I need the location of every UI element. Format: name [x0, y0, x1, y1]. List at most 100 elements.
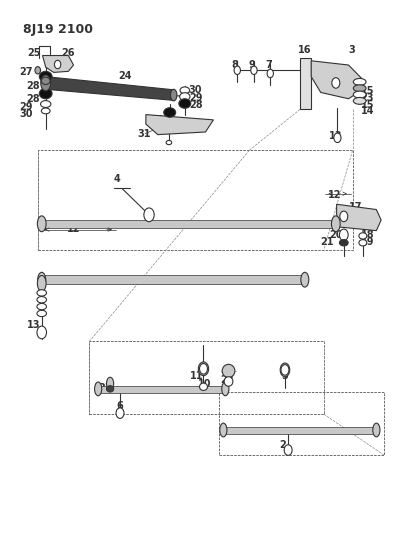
Text: 31: 31 — [137, 128, 151, 139]
Text: 27: 27 — [19, 67, 33, 77]
Text: 29: 29 — [189, 93, 202, 103]
Text: 26: 26 — [62, 48, 75, 58]
Text: 23: 23 — [360, 93, 374, 103]
Text: 18: 18 — [360, 230, 374, 240]
Ellipse shape — [220, 423, 227, 437]
Text: 10: 10 — [198, 379, 212, 389]
Ellipse shape — [180, 93, 190, 101]
Text: 7: 7 — [265, 60, 272, 70]
Polygon shape — [337, 204, 381, 231]
Ellipse shape — [42, 108, 50, 114]
Ellipse shape — [170, 90, 177, 101]
Text: 21: 21 — [321, 237, 334, 247]
Ellipse shape — [301, 272, 309, 287]
Circle shape — [144, 208, 154, 222]
Ellipse shape — [179, 99, 191, 108]
Ellipse shape — [41, 75, 51, 91]
Text: 28: 28 — [26, 80, 39, 91]
Ellipse shape — [106, 377, 114, 390]
Bar — [42, 276, 305, 284]
Text: 28: 28 — [150, 115, 164, 125]
Text: 15: 15 — [360, 100, 374, 110]
Ellipse shape — [37, 303, 46, 310]
Ellipse shape — [164, 108, 176, 117]
Text: 14: 14 — [360, 107, 374, 116]
Text: 21: 21 — [98, 383, 112, 393]
Ellipse shape — [359, 240, 367, 246]
Text: 30: 30 — [19, 109, 33, 118]
Ellipse shape — [353, 85, 366, 92]
Circle shape — [234, 66, 241, 75]
Text: 29: 29 — [19, 102, 33, 112]
Circle shape — [334, 133, 341, 142]
Ellipse shape — [37, 296, 46, 303]
Text: 17: 17 — [349, 203, 362, 213]
Ellipse shape — [95, 382, 102, 395]
Text: 25: 25 — [27, 48, 41, 58]
Bar — [89, 342, 324, 414]
Text: 16: 16 — [298, 45, 311, 55]
Ellipse shape — [353, 98, 366, 104]
Ellipse shape — [166, 140, 172, 144]
Text: 6: 6 — [116, 401, 123, 411]
Text: 12: 12 — [67, 223, 81, 233]
Text: 30: 30 — [189, 85, 202, 95]
Circle shape — [281, 365, 289, 375]
Polygon shape — [146, 115, 214, 135]
Bar — [223, 427, 376, 434]
Ellipse shape — [37, 310, 46, 317]
Ellipse shape — [38, 272, 46, 287]
Text: 22: 22 — [220, 375, 234, 385]
Ellipse shape — [339, 240, 348, 246]
Circle shape — [37, 326, 46, 339]
Circle shape — [332, 78, 340, 88]
Circle shape — [339, 229, 348, 241]
Polygon shape — [311, 61, 362, 99]
Bar — [38, 150, 353, 249]
Ellipse shape — [106, 386, 114, 392]
Text: 12: 12 — [328, 190, 341, 200]
Ellipse shape — [42, 77, 50, 85]
Text: 28: 28 — [26, 94, 39, 104]
Circle shape — [284, 445, 292, 455]
Polygon shape — [46, 77, 174, 100]
Ellipse shape — [37, 276, 46, 292]
Text: 5: 5 — [281, 371, 288, 381]
Ellipse shape — [180, 87, 189, 94]
Text: 8J19 2100: 8J19 2100 — [23, 23, 93, 36]
Text: 15: 15 — [360, 86, 374, 96]
Ellipse shape — [331, 216, 340, 232]
Text: 1: 1 — [145, 213, 152, 223]
Ellipse shape — [39, 71, 52, 82]
Text: 4: 4 — [113, 174, 120, 184]
Text: 8: 8 — [231, 60, 238, 70]
Text: 28: 28 — [189, 100, 202, 110]
Text: 2: 2 — [279, 440, 286, 450]
Ellipse shape — [41, 101, 51, 108]
Bar — [98, 386, 225, 393]
Text: 13: 13 — [27, 319, 41, 329]
Text: 9: 9 — [248, 60, 255, 70]
Ellipse shape — [224, 377, 233, 386]
Circle shape — [267, 69, 274, 78]
Ellipse shape — [222, 382, 229, 395]
Ellipse shape — [198, 362, 209, 376]
Text: 11: 11 — [189, 371, 203, 381]
Text: 13: 13 — [329, 131, 342, 141]
Ellipse shape — [353, 78, 366, 85]
Circle shape — [251, 66, 257, 75]
Text: 3: 3 — [349, 45, 355, 55]
Ellipse shape — [359, 233, 367, 239]
Text: 24: 24 — [118, 70, 131, 80]
Circle shape — [35, 67, 41, 74]
Ellipse shape — [199, 383, 208, 391]
Polygon shape — [43, 55, 73, 72]
Ellipse shape — [280, 363, 290, 377]
Text: 19: 19 — [360, 237, 374, 247]
Bar — [42, 220, 336, 228]
Circle shape — [116, 408, 124, 418]
Ellipse shape — [37, 216, 46, 232]
Ellipse shape — [37, 290, 46, 296]
Bar — [219, 392, 384, 455]
Ellipse shape — [39, 88, 52, 99]
